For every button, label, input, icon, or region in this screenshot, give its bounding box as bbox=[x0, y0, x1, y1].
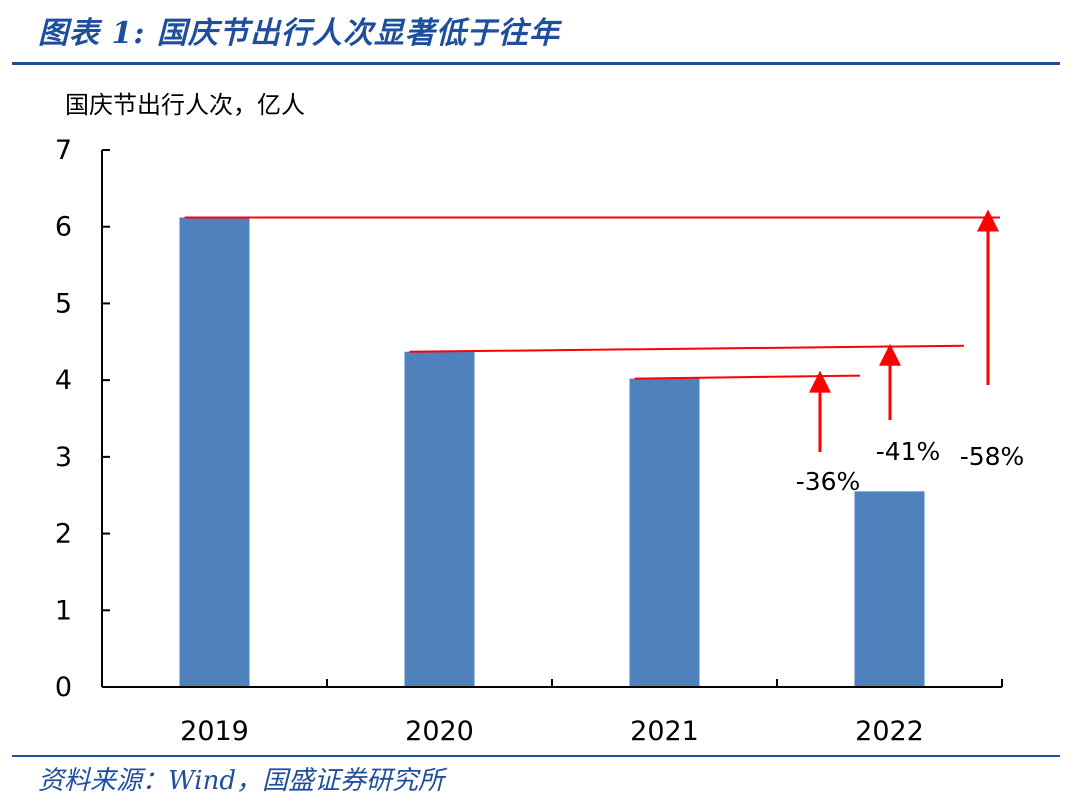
source-divider bbox=[12, 755, 1060, 757]
arrow-head-2021 bbox=[809, 370, 831, 393]
arrow-head-2020 bbox=[879, 343, 901, 366]
bar-chart: 国庆节出行人次，亿人 2019 2020 2021 2022 0 1 2 3 4 5 6 7 -36%… bbox=[55, 91, 1025, 747]
change-label-2019: -58% bbox=[960, 442, 1025, 471]
y-tick-label-5: 5 bbox=[55, 288, 72, 319]
y-tick-label-4: 4 bbox=[55, 365, 72, 396]
y-tick-label-7: 7 bbox=[55, 135, 72, 166]
title-divider bbox=[12, 62, 1060, 65]
bar-2019 bbox=[179, 217, 250, 687]
bar-2022 bbox=[854, 491, 925, 687]
bars-group bbox=[179, 217, 925, 687]
y-tick-label-0: 0 bbox=[55, 672, 72, 703]
annotations-group: -36% -41% -58% bbox=[184, 209, 1025, 496]
arrow-head-2019 bbox=[977, 209, 999, 232]
change-label-2021: -36% bbox=[796, 467, 861, 496]
bar-2020 bbox=[404, 351, 475, 687]
y-tick-label-6: 6 bbox=[55, 212, 72, 243]
x-tick-label-2019: 2019 bbox=[180, 716, 249, 747]
source-note: 资料来源：Wind，国盛证券研究所 bbox=[38, 766, 444, 796]
reference-line-2020 bbox=[409, 344, 965, 353]
x-tick-label-2022: 2022 bbox=[855, 716, 924, 747]
axes-group: 2019 2020 2021 2022 0 1 2 3 4 5 6 7 bbox=[55, 135, 1003, 747]
y-tick-label-3: 3 bbox=[55, 442, 72, 473]
y-axis-label: 国庆节出行人次，亿人 bbox=[65, 91, 305, 119]
x-tick-label-2020: 2020 bbox=[405, 716, 474, 747]
bar-2021 bbox=[629, 378, 700, 687]
reference-line-2021 bbox=[634, 374, 861, 380]
y-tick-label-2: 2 bbox=[55, 519, 72, 550]
x-tick-label-2021: 2021 bbox=[630, 716, 699, 747]
change-label-2020: -41% bbox=[876, 437, 941, 466]
figure-title: 图表 1: 国庆节出行人次显著低于往年 bbox=[38, 16, 560, 51]
y-tick-label-1: 1 bbox=[55, 595, 72, 626]
